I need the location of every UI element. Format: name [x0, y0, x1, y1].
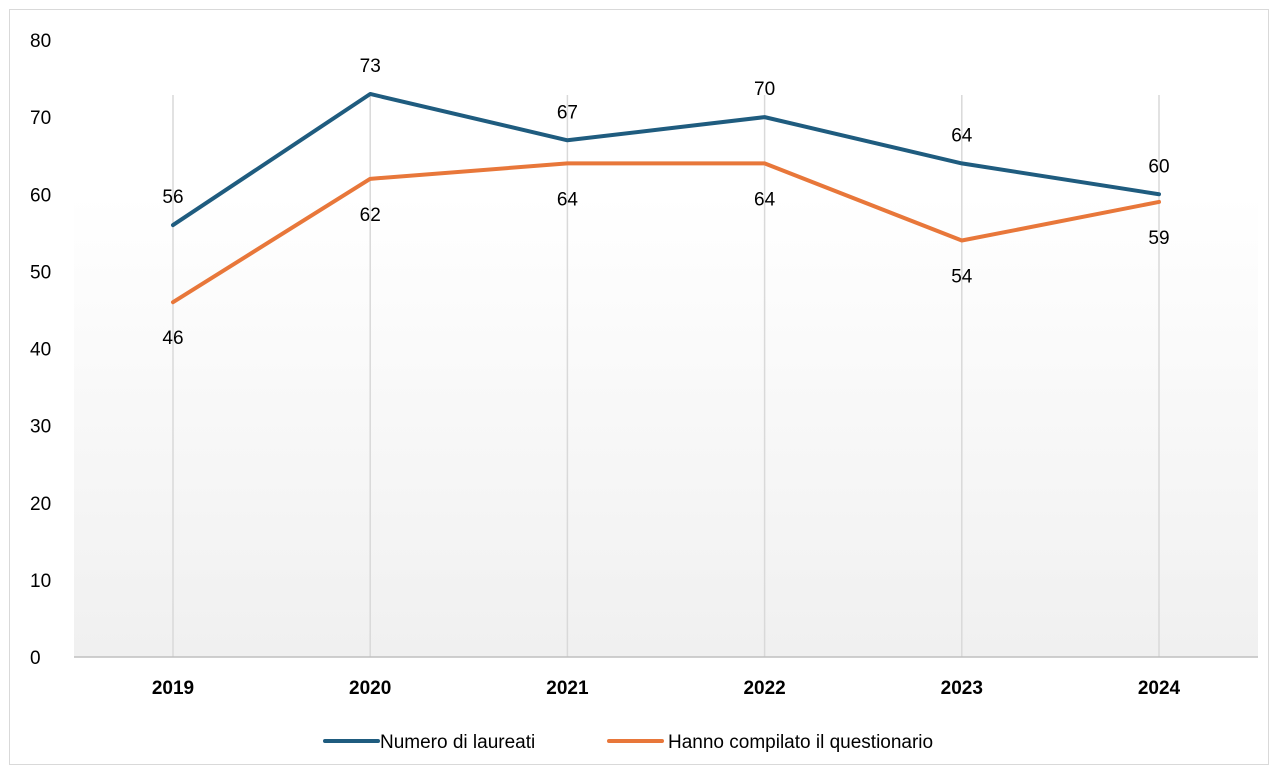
grid-lines [172, 95, 1160, 657]
data-label-series-2: 62 [360, 205, 381, 226]
data-labels: 56 73 67 70 64 60 46 62 64 64 54 59 [162, 56, 1169, 349]
data-label-series-1: 60 [1148, 156, 1169, 177]
data-label-series-1: 64 [951, 125, 973, 146]
legend-label-series-1: Numero di laureati [380, 732, 535, 753]
series-lines [171, 91, 1161, 305]
x-tick-label: 2023 [941, 678, 983, 699]
y-tick-label: 20 [30, 494, 51, 515]
y-tick-label: 10 [30, 571, 51, 592]
y-tick-label: 50 [30, 262, 51, 283]
data-label-series-1: 67 [557, 102, 578, 123]
data-label-series-1: 70 [754, 79, 775, 100]
x-axis-tick-labels: 2019 2020 2021 2022 2023 2024 [152, 678, 1181, 699]
y-tick-label: 70 [30, 108, 51, 129]
data-label-series-2: 46 [162, 328, 183, 349]
y-tick-label: 80 [30, 31, 51, 52]
y-tick-label: 0 [30, 648, 41, 669]
data-label-series-2: 59 [1148, 228, 1169, 249]
y-tick-label: 60 [30, 185, 51, 206]
data-label-series-1: 73 [360, 56, 381, 77]
y-tick-label: 40 [30, 340, 51, 361]
x-tick-label: 2022 [743, 678, 785, 699]
series-line-1 [171, 91, 1161, 228]
legend-label-series-2: Hanno compilato il questionario [668, 732, 933, 753]
series-line-2 [171, 161, 1161, 305]
plot-area-background [74, 40, 1258, 657]
data-label-series-2: 64 [557, 189, 579, 210]
legend: Numero di laureati Hanno compilato il que… [323, 732, 933, 753]
x-tick-label: 2021 [546, 678, 589, 699]
y-tick-label: 30 [30, 417, 51, 438]
x-tick-label: 2020 [349, 678, 391, 699]
data-label-series-2: 64 [754, 189, 776, 210]
data-label-series-2: 54 [951, 267, 973, 288]
x-tick-label: 2024 [1138, 678, 1181, 699]
y-axis-tick-labels: 0 10 20 30 40 50 60 70 80 [30, 31, 51, 669]
data-label-series-1: 56 [162, 187, 183, 208]
x-tick-label: 2019 [152, 678, 194, 699]
